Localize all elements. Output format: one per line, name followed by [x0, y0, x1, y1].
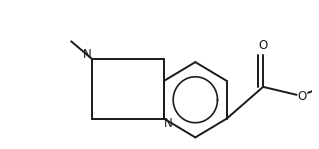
Text: O: O — [298, 90, 307, 103]
Text: N: N — [164, 117, 173, 130]
Text: O: O — [258, 39, 268, 52]
Text: N: N — [83, 48, 92, 61]
